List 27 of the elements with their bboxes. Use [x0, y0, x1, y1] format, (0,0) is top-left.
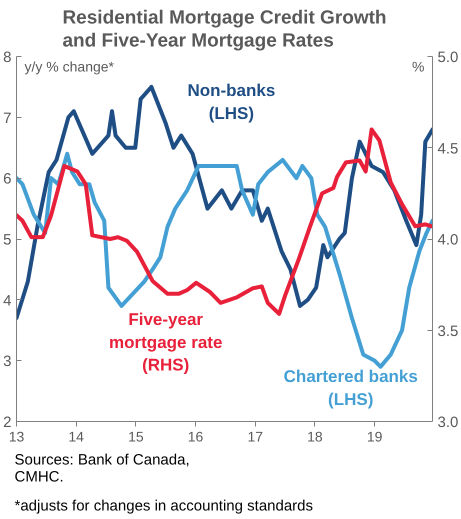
series-label: Non-banks (LHS) — [187, 81, 276, 124]
series-label: Chartered banks (LHS) — [284, 367, 418, 409]
x-tick-label: 18 — [307, 428, 323, 444]
y-tick-label: 4 — [3, 292, 12, 310]
y2-tick-label: 5.0 — [438, 49, 458, 66]
y-tick-label: 5 — [3, 232, 12, 248]
y2-tick-label: 4.0 — [438, 232, 458, 248]
x-tick-label: 15 — [128, 428, 144, 444]
y2-tick-label: 3.0 — [438, 414, 458, 431]
y-axis-title: y/y % change* — [24, 58, 115, 74]
y2-axis-title: % — [412, 58, 425, 74]
x-tick-label: 14 — [68, 428, 84, 444]
y-tick-label: 7 — [3, 110, 12, 127]
x-tick-label: 19 — [366, 428, 383, 444]
y-tick-label: 6 — [3, 170, 12, 188]
series-label: Five-year mortgage rate (RHS) — [109, 310, 222, 375]
y-tick-label: 3 — [3, 353, 12, 370]
y-tick-label: 8 — [3, 49, 12, 66]
y2-tick-label: 4.5 — [438, 140, 458, 158]
y2-tick-label: 3.5 — [438, 322, 458, 340]
chart-title: Residential Mortgage Credit Growth and Five-Year Mortgage Rates — [62, 7, 387, 52]
y-tick-label: 2 — [3, 414, 12, 431]
source-note: Sources: Bank of Canada, CMHC. — [14, 452, 190, 486]
x-tick-label: 13 — [8, 428, 24, 444]
x-tick-label: 16 — [188, 428, 204, 444]
text: *adjusts for changes in accounting standards — [14, 498, 314, 514]
x-tick-label: 17 — [247, 428, 264, 444]
